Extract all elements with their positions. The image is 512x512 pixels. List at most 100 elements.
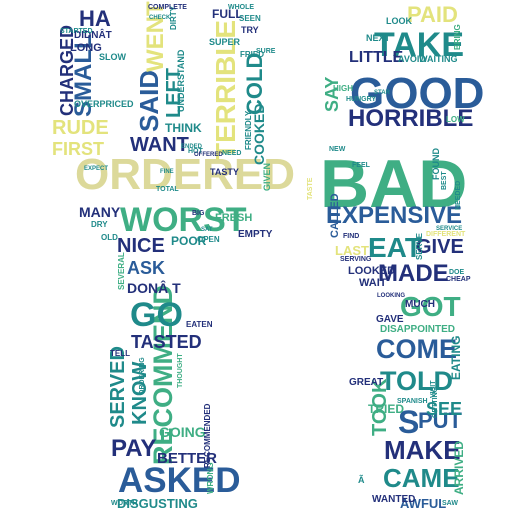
word-arrived: ARRIVED: [452, 440, 466, 495]
word-super: SUPER: [209, 37, 241, 47]
word-old: OLD: [101, 233, 118, 242]
word-disappointed: DISAPPOINTED: [380, 324, 456, 335]
word-friendly: FRIENDLY: [244, 110, 253, 150]
word-serving: SERVING: [340, 256, 372, 263]
word-gave: GAVE: [376, 314, 404, 325]
word-saw: SAW: [442, 500, 458, 507]
word-awful: AWFUL: [400, 496, 447, 511]
word-bring: BRING: [453, 24, 462, 50]
word-look: LOOK: [386, 16, 412, 26]
word-tasty: TASTY: [210, 167, 239, 177]
word-offered: OFFERED: [194, 152, 223, 158]
word-big: BIG: [192, 210, 205, 217]
word-total: TOTAL: [156, 186, 179, 193]
word-expect: EXPECT: [84, 166, 109, 172]
word-make: MAKE: [384, 435, 461, 465]
word-say: SAY: [322, 76, 342, 112]
word-spanish: SPANISH: [397, 398, 428, 405]
word-complete: COMPLETE: [148, 4, 187, 11]
word-tried: TRIED: [368, 402, 404, 416]
word-looked: LOOKED: [348, 265, 396, 277]
word-good: GOOD: [350, 69, 485, 118]
word-feel: FEEL: [352, 162, 370, 169]
word-different: DIFFERENT: [426, 231, 466, 238]
word-told: TOLD: [380, 366, 453, 396]
word-made: MADE: [378, 260, 449, 287]
word-see: SEE: [426, 399, 463, 419]
word-empty: EMPTY: [238, 229, 273, 240]
word-started: STARTED: [60, 28, 93, 35]
word-service: SERVICE: [436, 226, 463, 232]
word-last: LAST: [335, 243, 369, 258]
word-fine: FINE: [160, 169, 174, 175]
word-expensive: EXPENSIVE: [326, 202, 463, 229]
word-fried: FRIED: [240, 50, 264, 59]
word-low: LOW: [446, 115, 465, 124]
word-try: TRY: [241, 25, 259, 35]
word-serve: SERVE: [415, 233, 424, 260]
word-called: CALLED: [329, 193, 341, 238]
word-went: WENT: [142, 1, 169, 72]
word-cooked: COOKED: [251, 103, 267, 165]
word-go: GO: [130, 296, 183, 334]
word-doe: DOE: [449, 269, 465, 276]
word-overpriced: OVERPRICED: [74, 99, 134, 109]
word-take: TAKE: [374, 26, 465, 64]
word-come: COME: [376, 334, 457, 364]
word-next: NEXT: [366, 33, 391, 43]
word-give: GIVE: [416, 236, 464, 258]
word-hot: HOT: [188, 148, 203, 155]
word-glyph: Ã: [358, 475, 365, 485]
word-seen: SEEN: [239, 14, 261, 23]
word-poor: POOR: [171, 234, 207, 248]
word-several: SEVERAL: [117, 252, 126, 290]
word-disgusting: DISGUSTING: [117, 496, 198, 511]
word-little: LITTLE: [349, 49, 404, 66]
word-got: GOT: [400, 291, 461, 322]
word-check: CHECK: [149, 15, 171, 21]
word-think: THINK: [165, 121, 202, 135]
word-dry: DRY: [91, 220, 108, 229]
word-eat: EAT: [368, 232, 422, 263]
word-recommended: RECOMMENDED: [203, 403, 212, 468]
word-best: BEST: [441, 171, 448, 190]
word-new: NEW: [329, 146, 346, 153]
word-ordered: ORDERED: [75, 150, 296, 199]
word-wanted: WANTED: [372, 494, 416, 505]
word-pay: PAY: [111, 435, 157, 462]
word-asked: ASKED: [118, 461, 241, 500]
word-much: MUCH: [405, 299, 435, 310]
word-came: CAME: [383, 463, 460, 493]
word-horrible: HORRIBLE: [348, 105, 474, 132]
word-better: BETTER: [157, 450, 217, 467]
word-avoid: AVOID: [398, 54, 426, 64]
word-didn-t: DIDNÂT: [74, 30, 112, 41]
word-said: SAID: [134, 69, 164, 132]
word-ordering: ORDERING: [139, 357, 146, 395]
word-rude: RUDE: [52, 117, 109, 139]
word-whole: WHOLE: [228, 4, 255, 11]
word-eaten: EATEN: [186, 320, 213, 329]
word-ha: HA: [79, 6, 111, 31]
word-nice: NICE: [117, 235, 165, 257]
word-cheap: CHEAP: [446, 276, 471, 283]
word-ask: ASK: [127, 258, 166, 278]
word-worst: WORST: [120, 201, 247, 239]
word-served: SERVED: [107, 346, 129, 428]
word-visit: VISIT: [430, 380, 437, 398]
word-looking: LOOKING: [377, 293, 405, 299]
word-going: GOING: [159, 424, 206, 440]
word-understand: UNDERSTAND: [176, 49, 186, 112]
word-long: LONG: [70, 42, 102, 54]
word-sure: SURE: [256, 48, 276, 55]
word-sat: SAT: [201, 227, 213, 233]
word-high: HIGH: [333, 84, 353, 93]
word-thought: THOUGHT: [177, 353, 184, 388]
word-wait: WAIT: [359, 277, 387, 289]
word-put: PUT: [418, 408, 462, 433]
word-full: FULL: [212, 7, 243, 21]
word-need: NEED: [222, 150, 242, 157]
word-waiting: WAITING: [419, 54, 458, 64]
word-taste: TASTE: [307, 177, 314, 200]
